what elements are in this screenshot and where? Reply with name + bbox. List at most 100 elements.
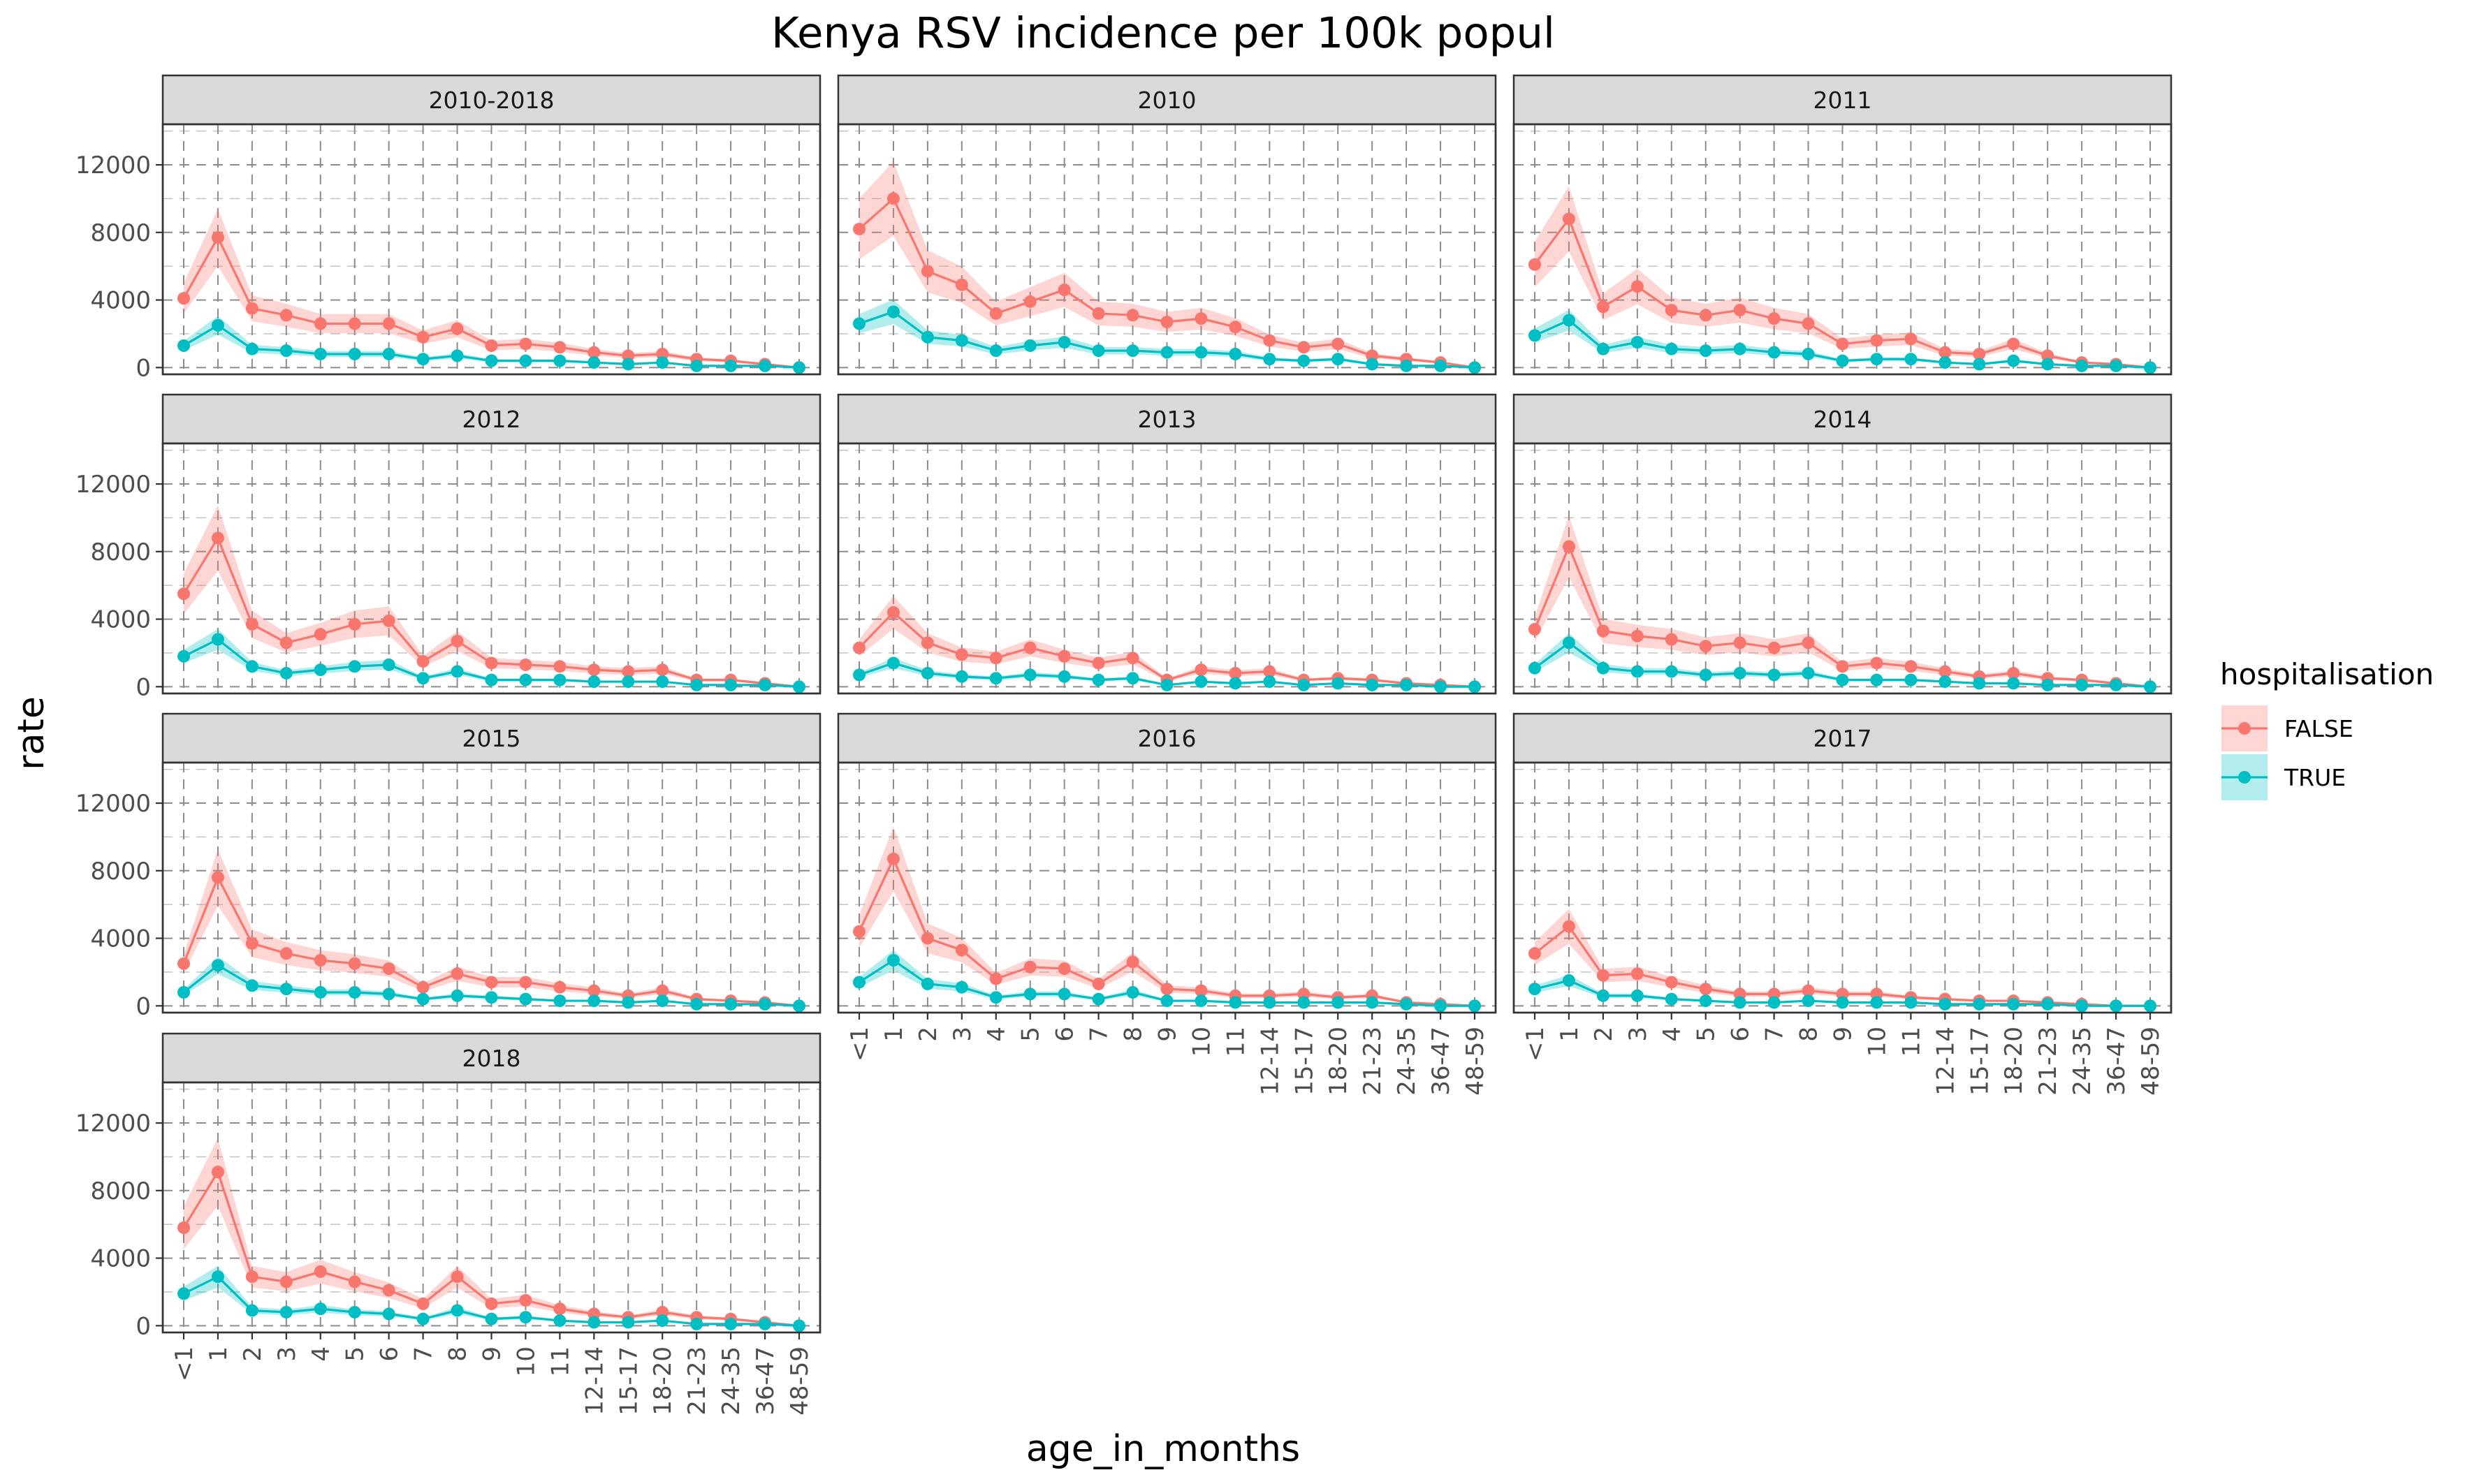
data-point-true [2075,359,2089,372]
data-point-false [211,531,224,545]
data-point-false [1195,663,1208,677]
data-point-true [921,330,934,344]
data-point-true [1870,353,1883,366]
data-point-true [853,317,866,330]
data-point-false [177,292,190,305]
data-point-true [1366,358,1379,371]
data-point-true [416,1312,430,1325]
data-point-true [2075,678,2089,691]
data-point-true [553,994,567,1008]
x-tick-label: 4 [307,1346,335,1362]
x-tick-label: 8 [1795,1027,1823,1042]
data-point-false [451,967,464,980]
data-point-false [177,1221,190,1235]
x-tick-label: 12-14 [1932,1027,1959,1096]
y-tick-label: 4000 [90,925,151,953]
legend-item-true: TRUE [2221,754,2346,800]
data-point-true [2110,678,2123,691]
data-point-false [955,278,968,291]
data-point-true [1870,996,1883,1009]
data-point-false [314,954,327,967]
legend-key-point [2238,771,2251,784]
data-point-true [1733,342,1746,355]
x-tick-label: 10 [1188,1027,1215,1057]
data-point-false [1195,312,1208,325]
data-point-true [587,994,601,1008]
x-tick-label: 10 [512,1346,540,1376]
data-point-true [1160,994,1174,1008]
data-point-true [1939,356,1952,369]
data-point-false [587,984,601,997]
facet-strip [161,393,822,445]
data-point-true [1528,329,1541,342]
data-point-false [553,1302,567,1316]
data-point-true [1400,997,1413,1011]
data-point-false [1767,312,1781,325]
data-point-true [955,980,968,994]
y-tick-label: 8000 [90,219,151,247]
data-point-true [553,354,567,367]
x-tick-label: 4 [983,1027,1011,1042]
data-point-true [314,985,327,999]
y-tick-label: 4000 [90,287,151,315]
data-point-true [245,660,258,673]
facet-panel-2013: 2013 [837,393,1497,695]
data-point-true [177,649,190,663]
data-point-false [519,337,532,351]
data-point-false [519,658,532,671]
data-point-false [1596,624,1609,638]
data-point-true [793,680,805,693]
data-point-true [1630,665,1644,678]
x-tick-label: 6 [1051,1027,1079,1042]
data-point-false [177,957,190,970]
y-tick-label: 12000 [75,152,151,179]
data-point-true [1297,678,1310,691]
data-point-true [1229,347,1242,360]
data-point-true [793,1319,805,1332]
ribbon-false [184,505,799,687]
data-point-true [759,359,772,372]
data-point-true [1092,673,1105,686]
data-point-true [1126,672,1139,685]
data-point-true [2041,358,2054,371]
facet-strip-label: 2010-2018 [429,87,555,114]
legend-key-point [2238,722,2251,735]
x-tick-label: 21-23 [683,1346,711,1416]
data-point-false [1699,640,1712,653]
data-point-true [519,992,532,1006]
data-point-true [1297,996,1310,1009]
data-point-false [451,322,464,335]
data-point-true [245,979,258,992]
data-point-true [485,354,498,367]
x-tick-label: 12-14 [1256,1027,1284,1096]
x-tick-label: 9 [1830,1027,1857,1042]
data-point-false [485,339,498,352]
data-point-true [211,318,224,332]
ribbon-true [184,956,799,1006]
data-point-false [1836,660,1849,673]
data-point-true [656,675,669,689]
x-tick-label: 8 [444,1346,472,1362]
y-tick-label: 0 [136,673,151,701]
y-tick-label: 8000 [90,538,151,566]
data-point-false [2007,337,2020,351]
data-point-true [485,673,498,686]
data-point-true [1904,996,1918,1009]
data-point-true [759,678,772,691]
facet-panel-2012: 2012 0 4000 8000 12000 [75,393,822,701]
data-point-true [989,344,1002,358]
facet-panel-2015: 2015 0 4000 8000 12000 [75,712,822,1020]
x-tick-label: 8 [1120,1027,1148,1042]
x-tick-label: 36-47 [2103,1027,2131,1096]
data-point-false [1802,317,1815,330]
facet-strip-label: 2018 [462,1045,521,1072]
x-tick-label: 9 [479,1346,506,1362]
x-tick-label: 36-47 [1427,1027,1455,1096]
data-point-false [279,636,293,649]
data-point-true [348,347,361,360]
ribbon-false [184,849,799,1006]
data-point-false [1904,660,1918,673]
data-point-true [793,999,805,1013]
facet-strip [1512,74,2173,126]
